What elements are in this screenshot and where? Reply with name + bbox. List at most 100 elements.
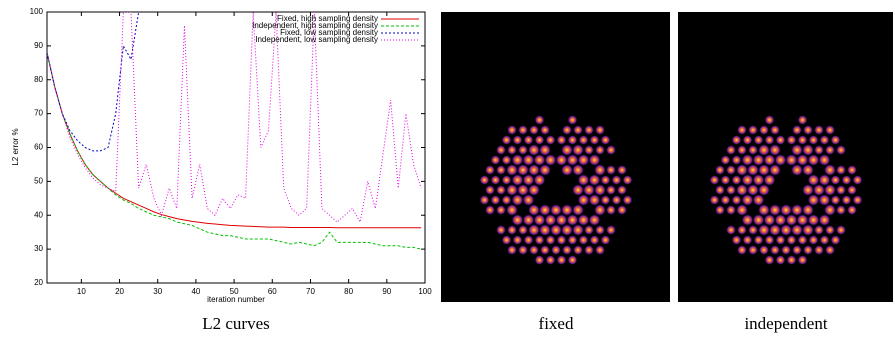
- page: iteration number L2 error % L2 curves fi…: [0, 0, 895, 338]
- spot: [803, 245, 813, 255]
- spot: [562, 125, 572, 135]
- spot: [540, 245, 550, 255]
- spot: [612, 175, 622, 185]
- spot: [798, 135, 808, 145]
- spot: [809, 135, 819, 145]
- spot: [802, 224, 814, 236]
- spot: [491, 175, 501, 185]
- spot: [568, 115, 578, 125]
- spot: [759, 245, 769, 255]
- spot: [742, 214, 754, 226]
- spot: [557, 255, 567, 265]
- spot: [820, 135, 830, 145]
- spot: [518, 125, 528, 135]
- spot: [769, 224, 781, 236]
- spot: [496, 185, 506, 195]
- spot: [546, 235, 556, 245]
- spot: [758, 224, 770, 236]
- spot: [732, 155, 742, 165]
- spot: [820, 235, 830, 245]
- spot: [550, 224, 562, 236]
- spot: [836, 145, 846, 155]
- spot: [710, 195, 720, 205]
- spot: [737, 245, 747, 255]
- spot: [502, 235, 512, 245]
- spot: [759, 125, 769, 135]
- spot: [721, 195, 731, 205]
- spot: [507, 145, 517, 155]
- spot: [595, 225, 605, 235]
- spot: [726, 225, 736, 235]
- spot: [770, 125, 780, 135]
- spot: [831, 135, 841, 145]
- spot: [496, 145, 506, 155]
- spot: [518, 225, 528, 235]
- spot: [798, 115, 808, 125]
- y-tick-label: 60: [34, 143, 43, 152]
- spot: [787, 135, 797, 145]
- spot: [737, 125, 747, 135]
- spot: [606, 145, 616, 155]
- spot: [798, 255, 808, 265]
- spot: [732, 135, 742, 145]
- spot: [765, 235, 775, 245]
- spot: [809, 235, 819, 245]
- spot: [584, 225, 594, 235]
- spot: [606, 165, 616, 175]
- x-axis-label: iteration number: [207, 295, 265, 304]
- spot: [831, 175, 841, 185]
- spot: [847, 205, 857, 215]
- x-tick-label: 40: [191, 287, 200, 296]
- x-tick-label: 60: [268, 287, 277, 296]
- y-axis-label: L2 error %: [11, 128, 20, 165]
- spot: [748, 145, 758, 155]
- spot: [524, 235, 534, 245]
- spot: [748, 245, 758, 255]
- y-tick-label: 90: [34, 41, 43, 50]
- spot: [579, 135, 589, 145]
- spot: [737, 225, 747, 235]
- spot: [485, 205, 495, 215]
- spot: [557, 235, 567, 245]
- spot: [535, 115, 545, 125]
- spot: [776, 235, 786, 245]
- spot: [831, 235, 841, 245]
- spot: [589, 214, 601, 226]
- spot: [787, 235, 797, 245]
- spot: [825, 145, 835, 155]
- spot: [496, 205, 506, 215]
- x-tick-label: 90: [382, 287, 391, 296]
- spot: [529, 245, 539, 255]
- spot: [601, 235, 611, 245]
- spot: [825, 225, 835, 235]
- spot: [561, 224, 573, 236]
- spot: [601, 195, 611, 205]
- y-tick-label: 70: [34, 109, 43, 118]
- spot: [572, 224, 584, 236]
- spot: [765, 255, 775, 265]
- spot: [568, 135, 578, 145]
- spot: [540, 125, 550, 135]
- spot: [842, 195, 852, 205]
- x-tick-label: 30: [153, 287, 162, 296]
- x-tick-label: 100: [418, 287, 432, 296]
- spot: [513, 135, 523, 145]
- spot: [606, 205, 616, 215]
- spot: [485, 165, 495, 175]
- y-tick-label: 50: [34, 176, 43, 185]
- spot: [507, 125, 517, 135]
- spot: [623, 175, 633, 185]
- spot: [754, 135, 764, 145]
- caption: L2 curves: [202, 314, 270, 333]
- y-tick-label: 30: [34, 244, 43, 253]
- spot: [831, 195, 841, 205]
- spot: [512, 214, 524, 226]
- spot: [798, 235, 808, 245]
- spot: [617, 165, 627, 175]
- spot: [825, 125, 835, 135]
- spot: [819, 214, 831, 226]
- spot: [765, 115, 775, 125]
- x-tick-label: 80: [344, 287, 353, 296]
- spot: [748, 225, 758, 235]
- spot: [612, 195, 622, 205]
